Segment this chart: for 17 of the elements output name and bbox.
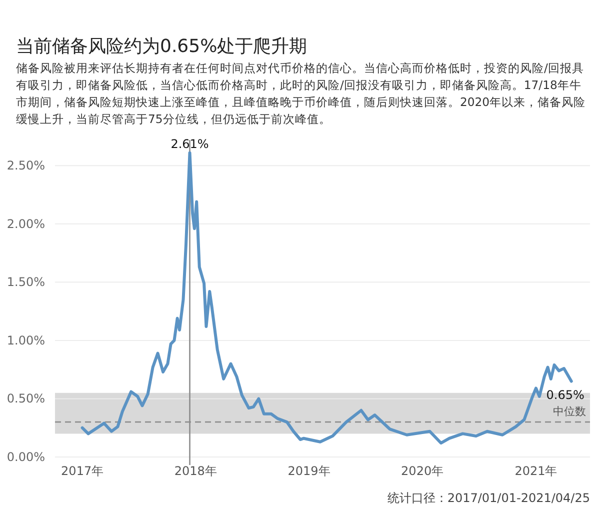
note: 统计口径：2017/01/01-2021/04/25 <box>387 491 590 505</box>
ytick: 1.00% <box>6 333 45 348</box>
xtick: 2020年 <box>401 464 444 478</box>
ytick: 2.50% <box>6 158 45 173</box>
ytick: 2.00% <box>6 216 45 231</box>
ytick: 0.50% <box>6 392 45 406</box>
annotation: 0.65% <box>546 388 584 402</box>
ytick: 0.00% <box>6 450 45 464</box>
xtick: 2017年 <box>61 464 104 478</box>
subtitle: 储备风险被用来评估长期持有者在任何时间点对代币价格的信心。当信心高而价格低时，投资的风险/回报具有吸引力，即储备风险低，当信心低而价格高时，此时的风险/回报没有吸引力，即储备风险高。17/18年牛市期间，储备风险短期快速上涨至峰值，且峰值略晚于币价峰值，随后则快速回落。2020年以来，储备风险缓慢上升，当前尽管高于75分位线，但仍远低于前次峰值。 <box>16 60 586 128</box>
ytick: 1.50% <box>6 275 45 290</box>
title: 当前储备风险约为0.65%处于爬升期 <box>16 35 308 58</box>
ref-label: 中位数 <box>553 405 586 418</box>
annotation: 2.61% <box>170 136 209 151</box>
xtick: 2019年 <box>288 464 330 478</box>
xtick: 2021年 <box>514 464 558 478</box>
xtick: 2018年 <box>174 464 217 478</box>
